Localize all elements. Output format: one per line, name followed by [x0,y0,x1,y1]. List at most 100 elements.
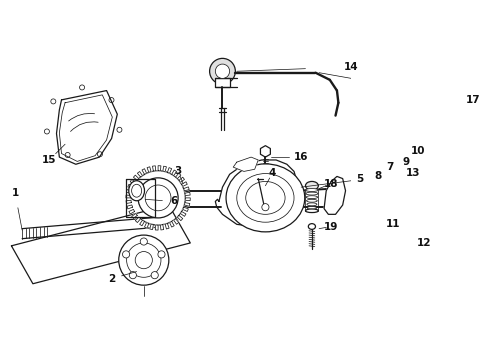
Ellipse shape [407,197,420,217]
Polygon shape [171,170,176,176]
Polygon shape [173,219,179,224]
Polygon shape [184,192,190,195]
Ellipse shape [393,188,411,215]
Polygon shape [324,176,345,214]
Polygon shape [169,221,174,227]
Ellipse shape [225,164,304,232]
Polygon shape [183,187,189,191]
Text: 6: 6 [170,197,177,207]
Ellipse shape [128,181,144,201]
Bar [215,78,229,87]
Text: 4: 4 [268,168,276,178]
Ellipse shape [245,181,285,214]
Polygon shape [126,200,131,203]
Polygon shape [163,166,166,172]
Text: 10: 10 [410,147,425,156]
Ellipse shape [384,188,397,208]
Circle shape [145,185,171,211]
Polygon shape [57,91,117,164]
Polygon shape [11,205,190,284]
Polygon shape [133,175,139,180]
Polygon shape [177,215,183,221]
Ellipse shape [407,263,430,286]
Ellipse shape [129,271,136,279]
Ellipse shape [126,243,161,277]
Text: 1: 1 [11,188,19,198]
Polygon shape [127,184,133,189]
Polygon shape [165,224,169,229]
Polygon shape [179,177,184,182]
Ellipse shape [358,184,371,204]
Circle shape [261,204,268,211]
Ellipse shape [306,199,317,202]
Polygon shape [144,222,148,228]
Polygon shape [147,167,151,172]
Ellipse shape [387,247,400,260]
Polygon shape [180,211,185,216]
Ellipse shape [384,243,404,263]
Polygon shape [137,171,142,177]
Text: 7: 7 [386,162,393,172]
Ellipse shape [356,181,374,208]
Polygon shape [233,157,258,171]
Text: 2: 2 [108,274,115,284]
Text: 3: 3 [174,166,182,176]
Polygon shape [215,160,297,226]
Text: 19: 19 [324,221,338,231]
Polygon shape [127,205,132,209]
Polygon shape [185,198,190,201]
Text: 15: 15 [42,155,57,165]
Ellipse shape [381,184,400,211]
Ellipse shape [122,251,129,258]
Polygon shape [158,166,161,171]
Ellipse shape [140,238,147,245]
Text: 16: 16 [293,152,308,162]
Ellipse shape [305,209,318,212]
Text: 18: 18 [324,179,338,189]
Polygon shape [167,168,171,173]
Polygon shape [140,220,144,226]
Polygon shape [155,225,158,230]
Ellipse shape [236,174,293,222]
Ellipse shape [395,192,408,211]
Text: 14: 14 [343,62,358,72]
Text: 5: 5 [355,174,363,184]
Text: 13: 13 [405,168,419,178]
Ellipse shape [371,184,384,204]
Text: 17: 17 [465,95,479,105]
Polygon shape [129,210,134,214]
Text: 12: 12 [416,238,430,248]
Circle shape [209,58,235,84]
Polygon shape [152,166,155,171]
Ellipse shape [305,181,318,190]
Polygon shape [260,146,270,157]
Polygon shape [175,173,181,179]
Ellipse shape [135,252,152,269]
Ellipse shape [305,192,317,195]
Ellipse shape [305,189,318,192]
Polygon shape [125,179,154,217]
Polygon shape [130,179,136,184]
Ellipse shape [119,235,168,285]
Polygon shape [184,203,189,206]
Polygon shape [181,182,187,186]
Ellipse shape [158,251,165,258]
Ellipse shape [404,194,423,221]
Polygon shape [126,190,132,193]
Polygon shape [131,213,137,219]
Circle shape [138,178,178,218]
Text: 8: 8 [373,171,381,181]
Ellipse shape [151,271,158,279]
Ellipse shape [306,207,316,209]
Circle shape [131,171,185,225]
Polygon shape [149,224,153,230]
Ellipse shape [308,224,315,229]
Text: 9: 9 [401,157,408,167]
Circle shape [215,64,229,78]
Polygon shape [125,195,131,198]
Polygon shape [183,207,188,211]
Ellipse shape [305,196,317,199]
Polygon shape [142,169,146,174]
Ellipse shape [306,203,316,206]
Ellipse shape [368,181,387,208]
